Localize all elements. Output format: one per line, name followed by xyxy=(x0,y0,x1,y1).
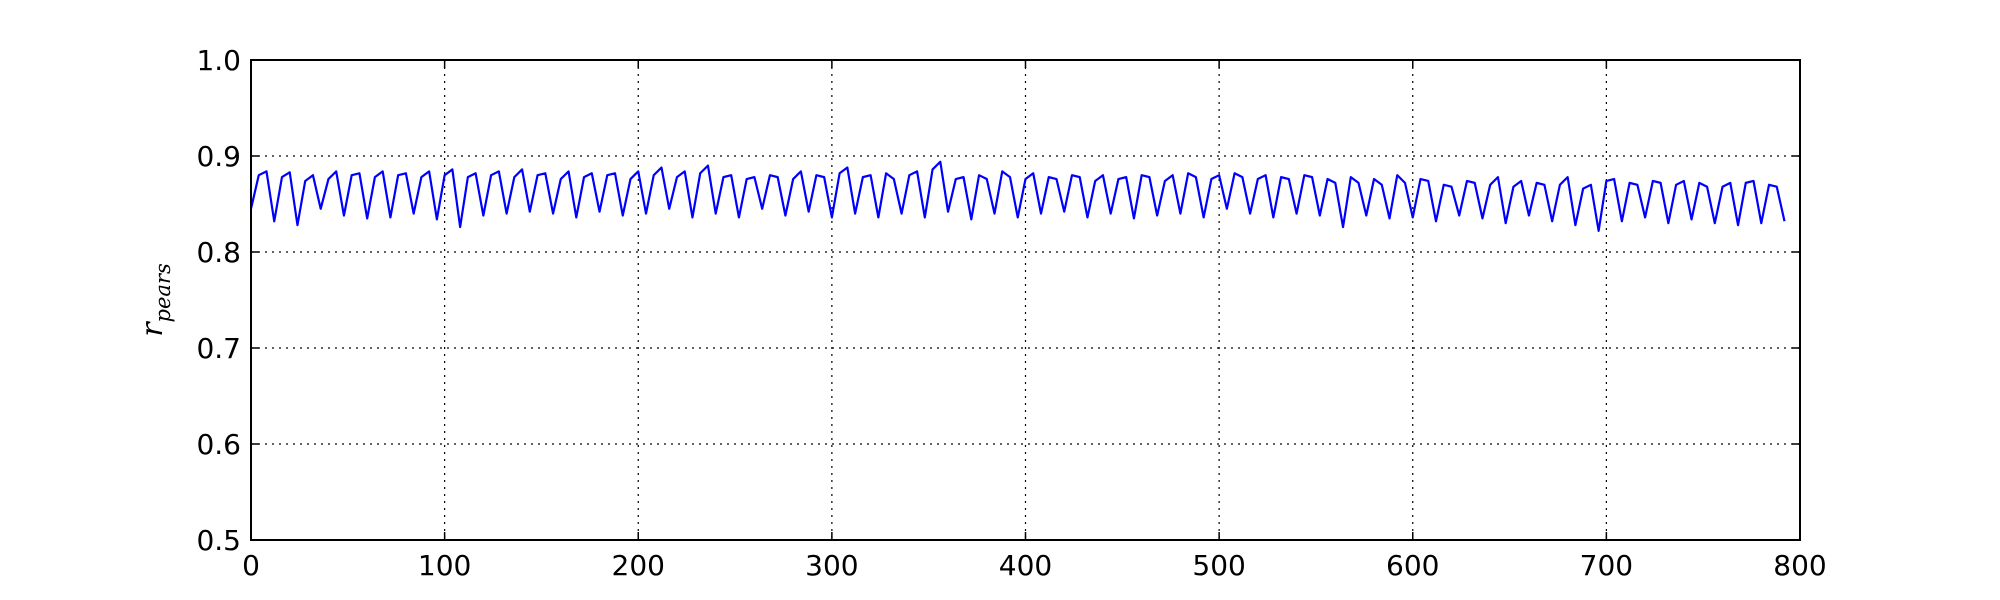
x-tick-label: 600 xyxy=(1386,549,1439,582)
y-axis-label: rpears xyxy=(135,263,175,337)
x-tick-label: 300 xyxy=(805,549,858,582)
plot-frame xyxy=(250,59,1801,541)
x-tick-label: 400 xyxy=(999,549,1052,582)
y-tick-label: 0.6 xyxy=(196,428,241,461)
y-tick-label: 0.7 xyxy=(196,332,241,365)
x-tick-label: 700 xyxy=(1580,549,1633,582)
x-tick-label: 0 xyxy=(242,549,260,582)
x-tick-label: 800 xyxy=(1773,549,1826,582)
x-tick-label: 100 xyxy=(418,549,471,582)
y-tick-label: 0.5 xyxy=(196,524,241,557)
data-line xyxy=(249,160,1786,232)
y-tick-label: 0.9 xyxy=(196,140,241,173)
x-tick-label: 200 xyxy=(612,549,665,582)
y-label-main: r xyxy=(135,321,170,337)
y-tick-label: 1.0 xyxy=(196,44,241,77)
y-label-subscript: pears xyxy=(151,263,175,322)
x-tick-label: 500 xyxy=(1192,549,1245,582)
y-tick-label: 0.8 xyxy=(196,236,241,269)
